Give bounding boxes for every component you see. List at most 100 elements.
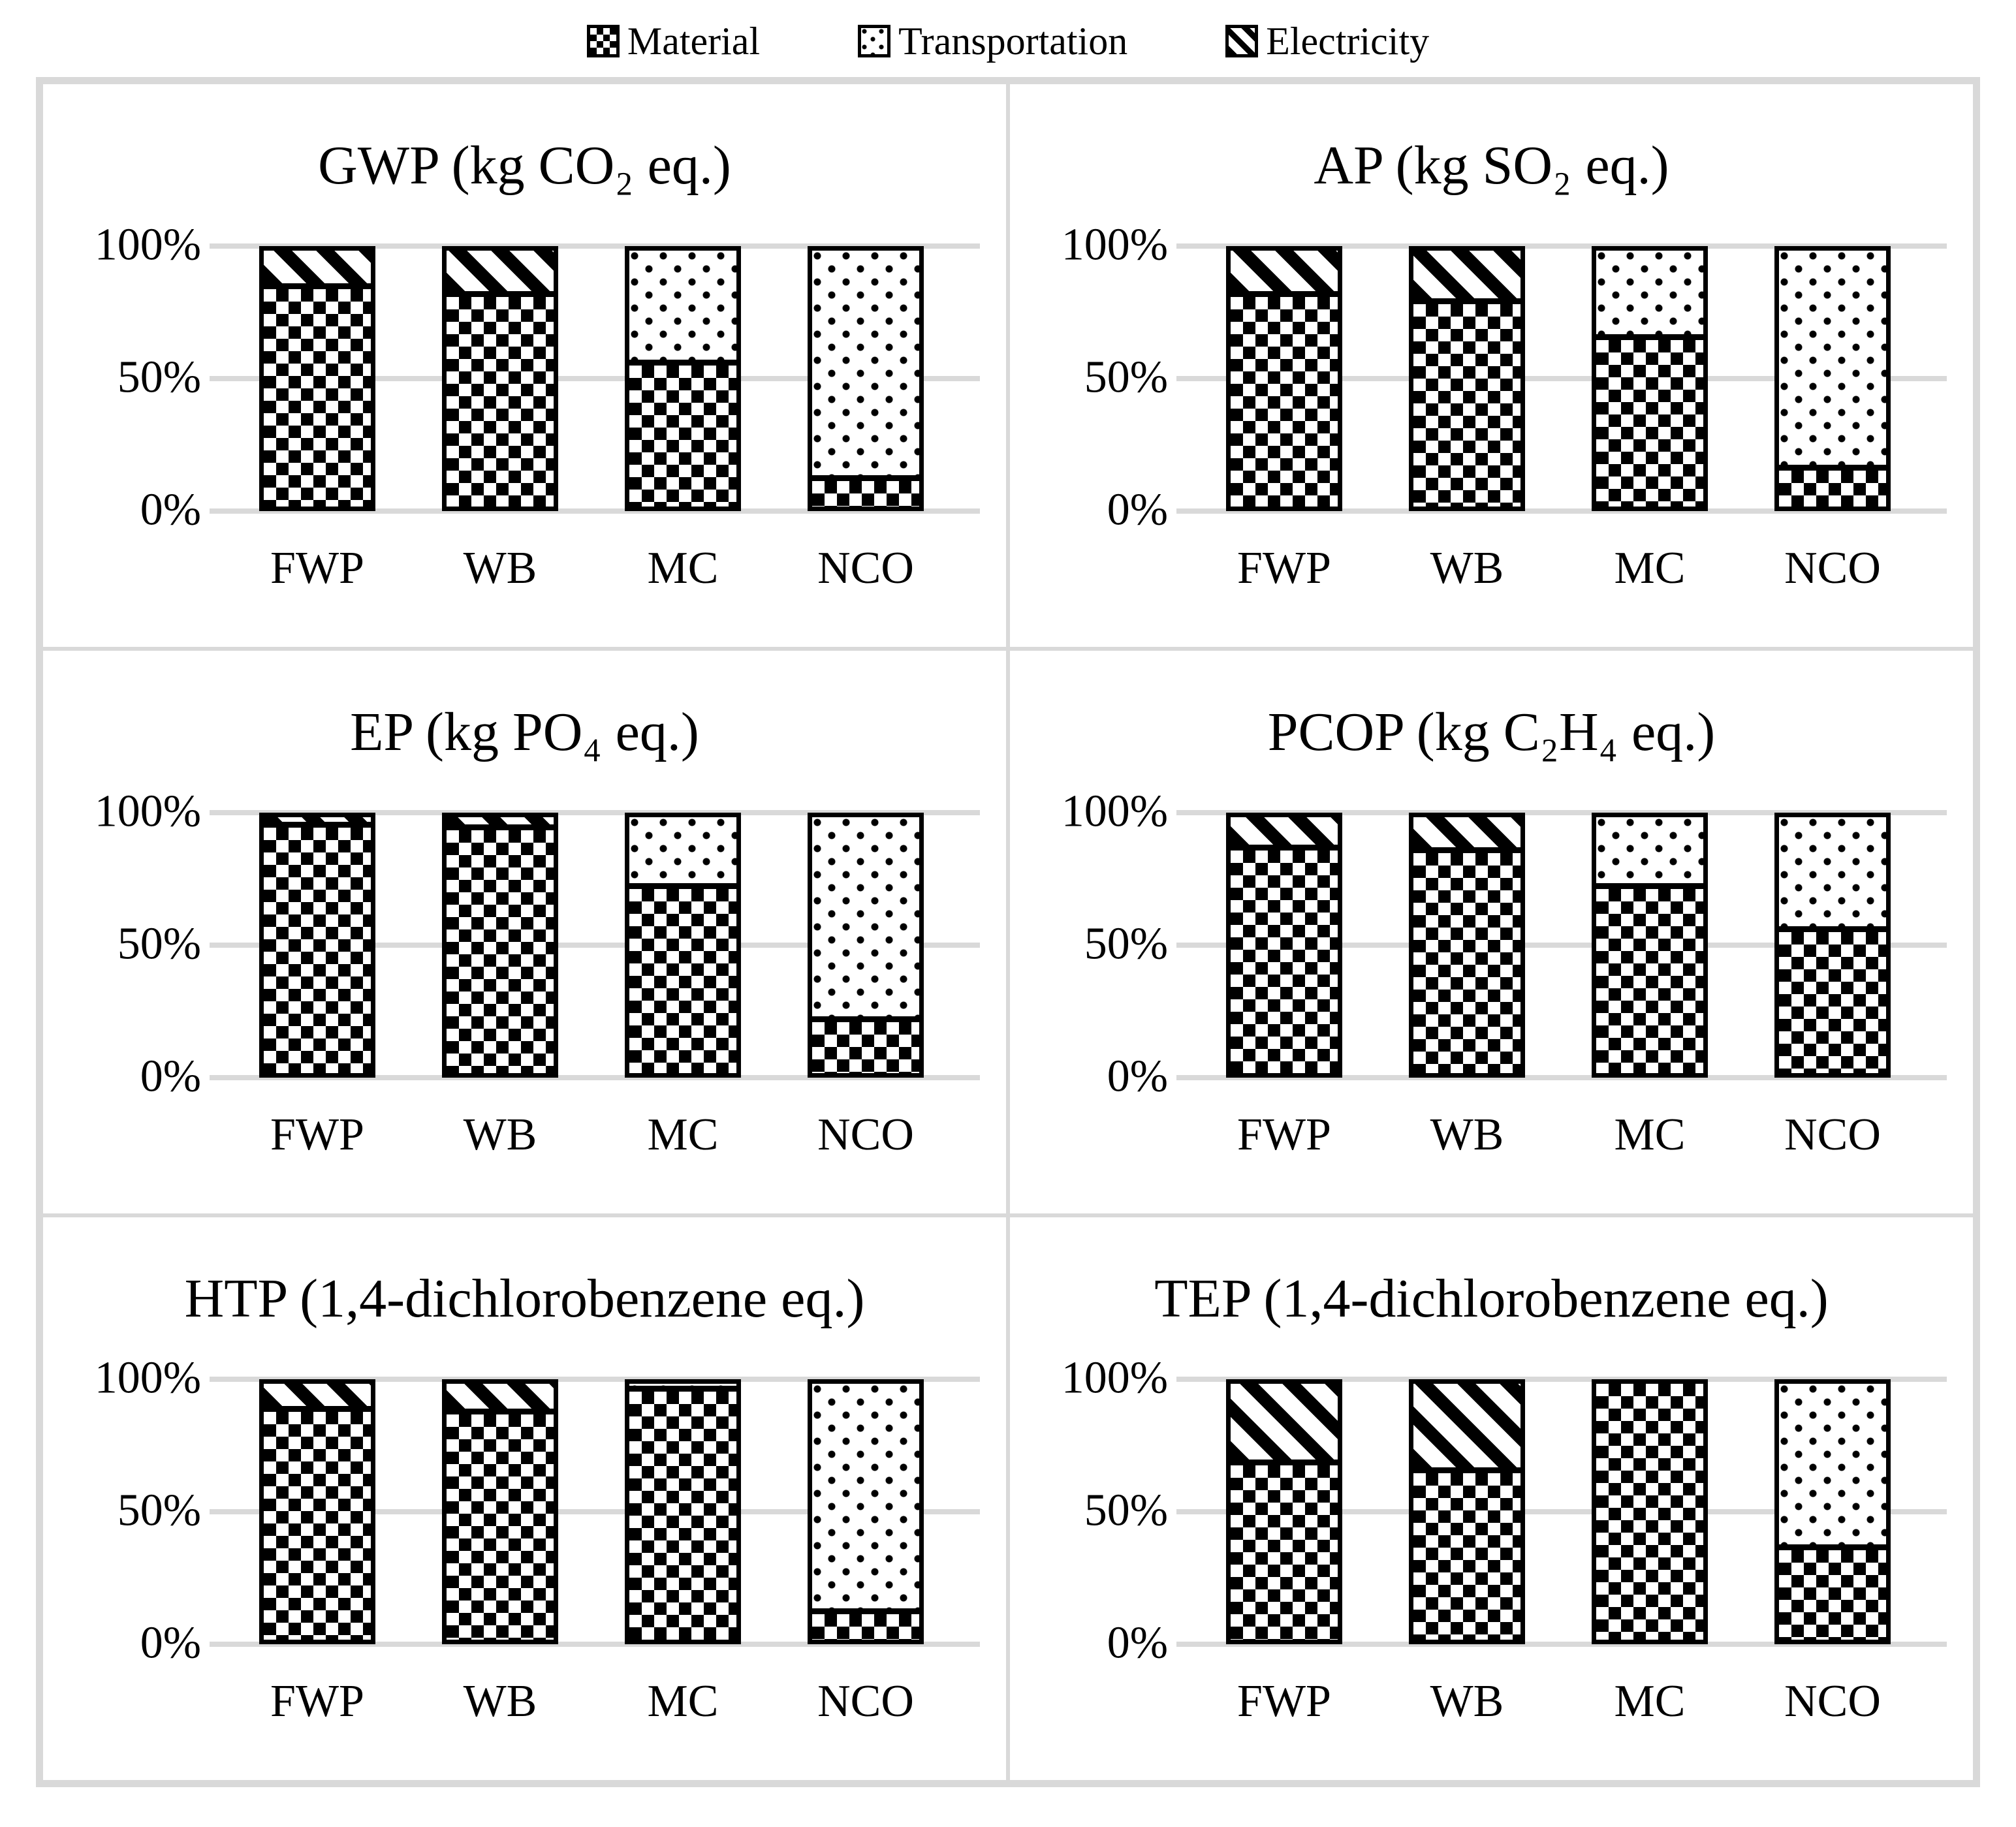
bar-cell-fwp: [226, 246, 409, 511]
bar-cell-fwp: [226, 1379, 409, 1644]
x-label-nco: NCO: [817, 543, 914, 593]
stacked-bar-fwp: [259, 813, 375, 1078]
segment-transportation-mc: [1596, 817, 1703, 889]
stacked-bar-nco: [1774, 1379, 1891, 1644]
gridline-0pct: [1176, 508, 1947, 514]
stacked-bar-wb: [1409, 1379, 1525, 1644]
segment-material-fwp: [264, 827, 371, 1073]
stacked-bar-mc: [625, 1379, 741, 1644]
segment-electricity-fwp: [264, 251, 371, 289]
chart-title-tep: TEP (1,4-dichlorobenzene eq.): [1154, 1268, 1829, 1329]
panel-htp: HTP (1,4-dichlorobenzene eq.) 0% 50% 100% …: [41, 1215, 1008, 1782]
x-label-nco: NCO: [1784, 543, 1881, 593]
chart-title-pcop: PCOP (kg C₂H₄ eq.): [1267, 701, 1716, 762]
stacked-bar-nco: [808, 246, 924, 511]
x-label-mc: MC: [647, 1676, 719, 1726]
y-tick-label-0: 0%: [140, 1051, 201, 1102]
segment-transportation-mc: [629, 251, 736, 366]
y-tick-label-100: 100%: [94, 786, 201, 837]
segment-material-mc: [629, 888, 736, 1073]
gridline-100pct: [1176, 810, 1947, 815]
segment-material-nco: [812, 1614, 919, 1640]
x-label-mc: MC: [1614, 1110, 1686, 1160]
segment-electricity-wb: [447, 817, 554, 830]
transportation-pattern-icon: [858, 25, 891, 57]
segment-transportation-nco: [812, 817, 919, 1022]
bars-container: [226, 246, 957, 511]
y-tick-label-0: 0%: [1107, 1051, 1168, 1102]
segment-transportation-nco: [1779, 251, 1886, 471]
segment-electricity-wb: [1413, 817, 1520, 853]
bar-cell-fwp: [1193, 813, 1376, 1078]
bars-container: [1193, 813, 1924, 1078]
segment-electricity-wb: [447, 1384, 554, 1415]
plot-area-pcop: 0% 50% 100%: [1062, 789, 1947, 1099]
x-label-wb: WB: [1430, 543, 1504, 593]
stacked-bar-fwp: [1226, 246, 1342, 511]
x-axis-gwp: FWP WB MC NCO: [226, 542, 957, 595]
bar-cell-nco: [1741, 813, 1924, 1078]
gridline-0pct: [210, 1642, 980, 1647]
x-label-mc: MC: [647, 543, 719, 593]
y-tick-label-50: 50%: [117, 1485, 201, 1536]
segment-electricity-wb: [1413, 1384, 1520, 1474]
segment-material-wb: [1413, 304, 1520, 507]
stacked-bar-nco: [808, 1379, 924, 1644]
chart-title-gwp: GWP (kg CO₂ eq.): [318, 134, 731, 196]
segment-electricity-fwp: [264, 1384, 371, 1413]
panel-pcop: PCOP (kg C₂H₄ eq.) 0% 50% 100% FWP WB MC NCO: [1008, 649, 1975, 1215]
x-label-wb: WB: [463, 1676, 537, 1726]
segment-material-mc: [629, 1391, 736, 1640]
segment-material-mc: [1596, 888, 1703, 1073]
segment-transportation-mc: [629, 1384, 736, 1392]
segment-electricity-wb: [447, 251, 554, 297]
legend-label-electricity: Electricity: [1266, 19, 1430, 63]
x-label-fwp: FWP: [270, 543, 364, 593]
y-tick-label-50: 50%: [1084, 918, 1168, 969]
bars-container: [1193, 1379, 1924, 1644]
panel-ep: EP (kg PO₄ eq.) 0% 50% 100% FWP WB MC NCO: [41, 649, 1008, 1215]
gridline-50pct: [1176, 376, 1947, 381]
stacked-bar-mc: [1592, 1379, 1708, 1644]
legend-item-material: Material: [586, 19, 761, 64]
bar-cell-mc: [1558, 246, 1741, 511]
x-label-nco: NCO: [817, 1110, 914, 1160]
legend-item-electricity: Electricity: [1225, 19, 1429, 64]
y-tick-label-100: 100%: [1061, 219, 1168, 270]
gridline-50pct: [1176, 943, 1947, 948]
gridline-50pct: [210, 376, 980, 381]
bar-cell-nco: [774, 246, 957, 511]
y-tick-label-50: 50%: [117, 918, 201, 969]
stacked-bar-mc: [625, 813, 741, 1078]
segment-material-fwp: [264, 289, 371, 507]
gridline-0pct: [210, 508, 980, 514]
bar-cell-wb: [409, 813, 591, 1078]
segment-material-fwp: [1231, 296, 1338, 507]
x-label-mc: MC: [647, 1110, 719, 1160]
bar-cell-mc: [1558, 813, 1741, 1078]
x-label-fwp: FWP: [1237, 1110, 1331, 1160]
segment-material-fwp: [1231, 1465, 1338, 1640]
segment-electricity-fwp: [1231, 251, 1338, 297]
stacked-bar-mc: [1592, 246, 1708, 511]
legend-item-transportation: Transportation: [858, 19, 1127, 64]
y-tick-label-100: 100%: [94, 1352, 201, 1403]
x-label-wb: WB: [463, 543, 537, 593]
bar-cell-fwp: [226, 813, 409, 1078]
x-label-wb: WB: [463, 1110, 537, 1160]
y-tick-label-100: 100%: [1061, 1352, 1168, 1403]
bar-cell-mc: [1558, 1379, 1741, 1644]
bars-container: [226, 813, 957, 1078]
segment-material-nco: [1779, 1550, 1886, 1640]
panel-ap: AP (kg SO₂ eq.) 0% 50% 100% FWP WB MC NCO: [1008, 82, 1975, 649]
segment-transportation-mc: [1596, 251, 1703, 341]
segment-transportation-nco: [1779, 1384, 1886, 1550]
bar-cell-mc: [591, 1379, 774, 1644]
segment-electricity-fwp: [1231, 817, 1338, 851]
panel-tep: TEP (1,4-dichlorobenzene eq.) 0% 50% 100% …: [1008, 1215, 1975, 1782]
legend-label-transportation: Transportation: [898, 19, 1128, 63]
legend-label-material: Material: [627, 19, 761, 63]
plot-area-tep: 0% 50% 100%: [1062, 1355, 1947, 1666]
x-axis-ep: FWP WB MC NCO: [226, 1109, 957, 1161]
gridline-100pct: [210, 243, 980, 249]
